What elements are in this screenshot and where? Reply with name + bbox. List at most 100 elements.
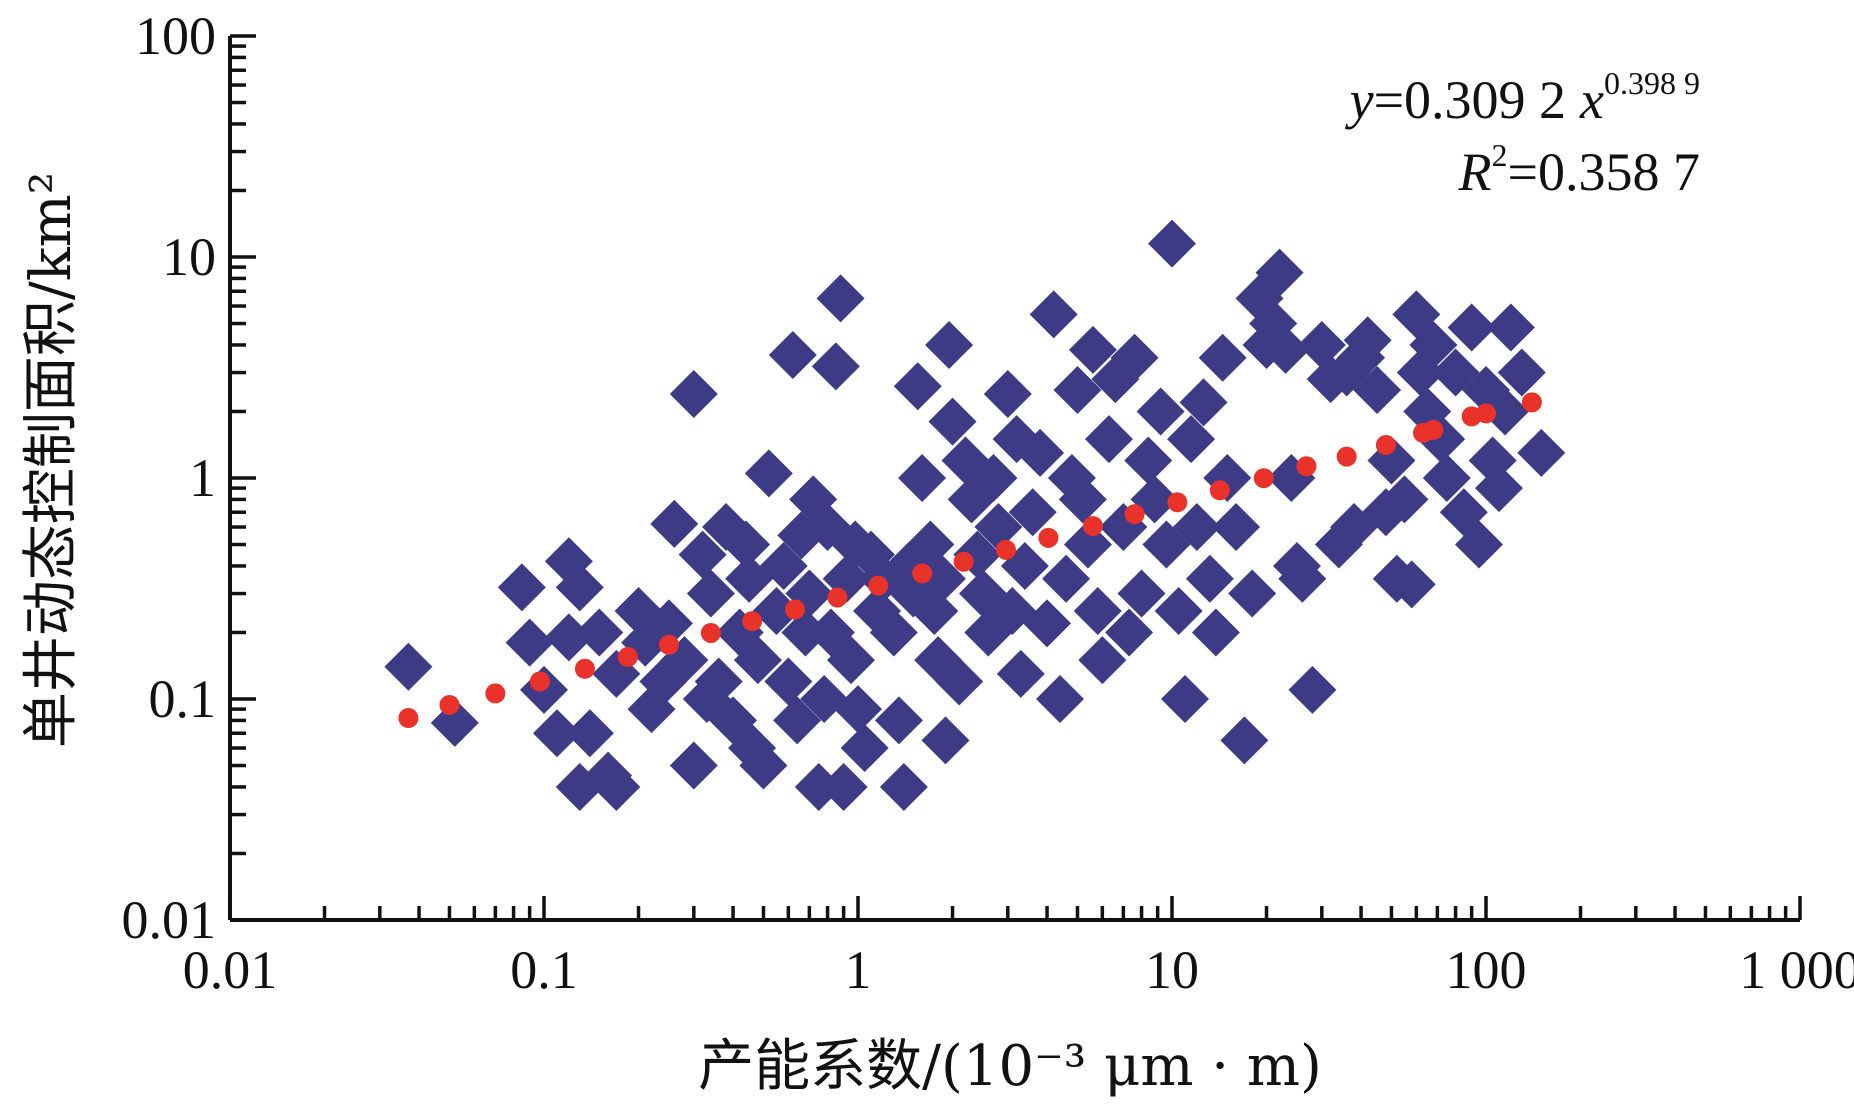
data-point bbox=[1058, 475, 1107, 524]
data-point bbox=[1409, 320, 1458, 369]
x-axis-title: 产能系数/(10⁻³ μm · m) bbox=[698, 1034, 1322, 1099]
data-point bbox=[827, 636, 876, 685]
fit-point bbox=[1423, 419, 1444, 440]
data-point bbox=[1474, 464, 1523, 513]
y-tick-label: 1 bbox=[189, 448, 216, 508]
data-point bbox=[879, 762, 928, 811]
data-point bbox=[722, 520, 771, 569]
eq-body: =0.309 2 bbox=[1374, 70, 1566, 130]
data-point bbox=[1029, 290, 1078, 339]
fit-point bbox=[1476, 403, 1496, 424]
data-point bbox=[739, 741, 788, 790]
data-point bbox=[921, 716, 970, 765]
fit-point bbox=[398, 708, 419, 729]
data-point bbox=[744, 449, 793, 498]
data-point bbox=[983, 369, 1032, 418]
fit-point bbox=[868, 575, 889, 596]
fit-point bbox=[1336, 446, 1357, 467]
eq-exponent: 0.398 9 bbox=[1604, 65, 1700, 101]
data-point bbox=[974, 503, 1023, 552]
data-point bbox=[544, 613, 593, 662]
x-tick-label: 0.01 bbox=[183, 940, 278, 1000]
data-point bbox=[532, 709, 581, 758]
y-tick-label: 0.1 bbox=[149, 669, 217, 729]
data-point bbox=[893, 362, 942, 411]
fit-point bbox=[439, 694, 460, 715]
data-point bbox=[1008, 488, 1057, 537]
fit-point bbox=[1209, 480, 1230, 501]
fit-point bbox=[1124, 504, 1145, 525]
data-point bbox=[669, 369, 718, 418]
data-point bbox=[1261, 325, 1310, 374]
fit-point bbox=[1082, 516, 1103, 537]
data-point bbox=[910, 587, 959, 636]
fit-point bbox=[529, 671, 550, 692]
data-point bbox=[555, 563, 604, 612]
data-point bbox=[686, 569, 735, 618]
data-point bbox=[497, 563, 546, 612]
data-point bbox=[1220, 716, 1269, 765]
data-point bbox=[565, 709, 614, 758]
data-point bbox=[1212, 503, 1261, 552]
axes: 0.01 0.1 1 10 100 1 000 0.01 0.1 1 10 100 bbox=[122, 6, 1854, 1000]
data-point bbox=[669, 741, 718, 790]
data-point bbox=[1167, 415, 1216, 464]
data-point bbox=[650, 499, 699, 548]
regression-equation: y=0.309 2 x0.398 9 R2=0.358 7 bbox=[1345, 65, 1700, 202]
x-tick-label: 1 bbox=[845, 940, 872, 1000]
data-point bbox=[1191, 608, 1240, 657]
data-point bbox=[898, 454, 947, 502]
data-point bbox=[1255, 248, 1304, 297]
equation-line: y=0.309 2 x0.398 9 bbox=[1345, 65, 1700, 130]
data-point bbox=[996, 649, 1045, 698]
data-point bbox=[768, 331, 817, 380]
y-axis-title: 单井动态控制面积/km² bbox=[19, 172, 84, 748]
data-point bbox=[1105, 608, 1154, 657]
data-point bbox=[816, 274, 865, 323]
data-point bbox=[1297, 320, 1346, 369]
y-tick-label: 100 bbox=[135, 6, 216, 66]
data-point bbox=[1422, 454, 1471, 502]
data-point bbox=[1172, 503, 1221, 552]
data-point bbox=[1154, 587, 1203, 636]
fit-point bbox=[1296, 456, 1317, 477]
data-point bbox=[1288, 665, 1337, 714]
data-point bbox=[781, 608, 830, 657]
data-point bbox=[1016, 428, 1065, 477]
r-value: =0.358 7 bbox=[1508, 142, 1700, 202]
data-point bbox=[794, 762, 843, 811]
data-point bbox=[1110, 333, 1159, 382]
fit-point bbox=[742, 611, 763, 632]
data-point bbox=[1117, 569, 1166, 618]
r-sup: 2 bbox=[1492, 137, 1508, 173]
data-point bbox=[505, 618, 554, 667]
data-point bbox=[1228, 569, 1277, 618]
fit-point bbox=[574, 658, 595, 679]
data-point bbox=[928, 397, 977, 446]
fit-point bbox=[617, 646, 638, 667]
data-point bbox=[764, 657, 813, 706]
data-point bbox=[1042, 554, 1091, 603]
data-point bbox=[1517, 428, 1566, 477]
data-point bbox=[644, 599, 693, 648]
data-point bbox=[1036, 675, 1085, 723]
data-point bbox=[1078, 636, 1127, 685]
x-tick-label: 10 bbox=[1145, 940, 1199, 1000]
data-point bbox=[1124, 436, 1173, 485]
data-point bbox=[1447, 303, 1496, 352]
data-point bbox=[759, 541, 808, 590]
data-point bbox=[969, 454, 1018, 502]
data-point bbox=[1455, 520, 1504, 569]
data-point bbox=[917, 554, 966, 603]
data-point bbox=[840, 724, 889, 773]
data-point bbox=[1053, 366, 1102, 415]
data-point bbox=[1084, 415, 1133, 464]
plot-marks bbox=[384, 219, 1566, 811]
fit-point bbox=[912, 563, 933, 584]
fit-point bbox=[827, 587, 848, 608]
data-point bbox=[1481, 387, 1530, 436]
data-point bbox=[1387, 560, 1436, 609]
data-point bbox=[869, 608, 918, 657]
data-point bbox=[1023, 599, 1072, 648]
x-tick-label: 1 000 bbox=[1739, 940, 1854, 1000]
